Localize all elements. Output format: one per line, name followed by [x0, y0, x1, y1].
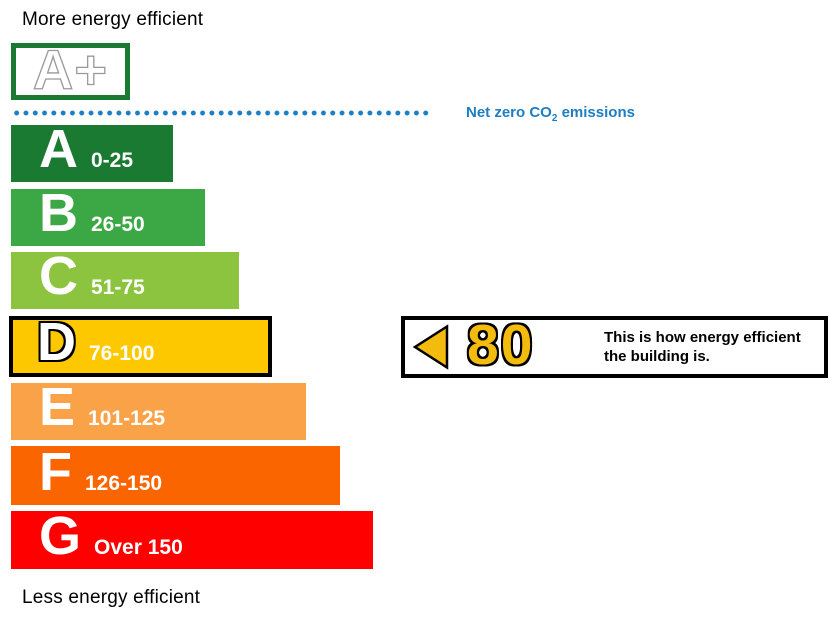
aplus-label: A+: [32, 37, 109, 101]
rating-band-b: B 26-50: [11, 186, 205, 246]
band-range-label: 26-50: [91, 213, 145, 236]
band-range-label: 101-125: [88, 407, 166, 430]
rating-band-c: C 51-75: [11, 249, 239, 309]
band-text: C 51-75: [39, 249, 145, 303]
band-letter: F: [39, 442, 72, 502]
band-range-label: 126-150: [85, 472, 163, 495]
aplus-band: A+: [11, 37, 130, 101]
band-text: F 126-150: [39, 445, 162, 499]
band-text: D 76-100: [37, 315, 154, 369]
band-letter: G: [39, 506, 82, 566]
band-letter: C: [39, 246, 78, 306]
band-letter: E: [39, 377, 76, 437]
rating-band-d: D 76-100: [9, 315, 272, 377]
band-text: G Over 150: [39, 509, 183, 563]
rating-band-g: G Over 150: [11, 509, 373, 569]
rating-description-line2: the building is.: [604, 348, 710, 365]
rating-description-line1: This is how energy efficient: [604, 329, 801, 346]
band-range-label: Over 150: [94, 536, 183, 559]
band-letter: A: [39, 119, 78, 179]
net-zero-subscript: 2: [551, 113, 558, 124]
net-zero-text: Net zero CO: [466, 104, 552, 121]
rating-indicator-box: 80 This is how energy efficient the buil…: [401, 316, 828, 378]
rating-band-a: A 0-25: [11, 122, 173, 182]
band-range-label: 76-100: [89, 342, 155, 365]
band-range-label: 0-25: [91, 149, 134, 172]
band-text: B 26-50: [39, 186, 145, 240]
band-letter: B: [39, 183, 78, 243]
left-arrow-icon: [412, 324, 450, 370]
net-zero-dotted-line: [12, 110, 429, 116]
net-zero-text-suffix: emissions: [557, 104, 635, 121]
rating-description: This is how energy efficient the buildin…: [604, 328, 826, 366]
rating-value: 80: [467, 312, 535, 377]
rating-band-f: F 126-150: [11, 445, 340, 505]
rating-band-e: E 101-125: [11, 380, 306, 440]
more-efficient-label: More energy efficient: [22, 9, 204, 30]
band-range-label: 51-75: [91, 276, 145, 299]
band-text: A 0-25: [39, 122, 133, 176]
band-letter: D: [37, 312, 76, 372]
less-efficient-label: Less energy efficient: [22, 587, 201, 608]
net-zero-label: Net zero CO2 emissions: [466, 104, 635, 124]
band-text: E 101-125: [39, 380, 165, 434]
